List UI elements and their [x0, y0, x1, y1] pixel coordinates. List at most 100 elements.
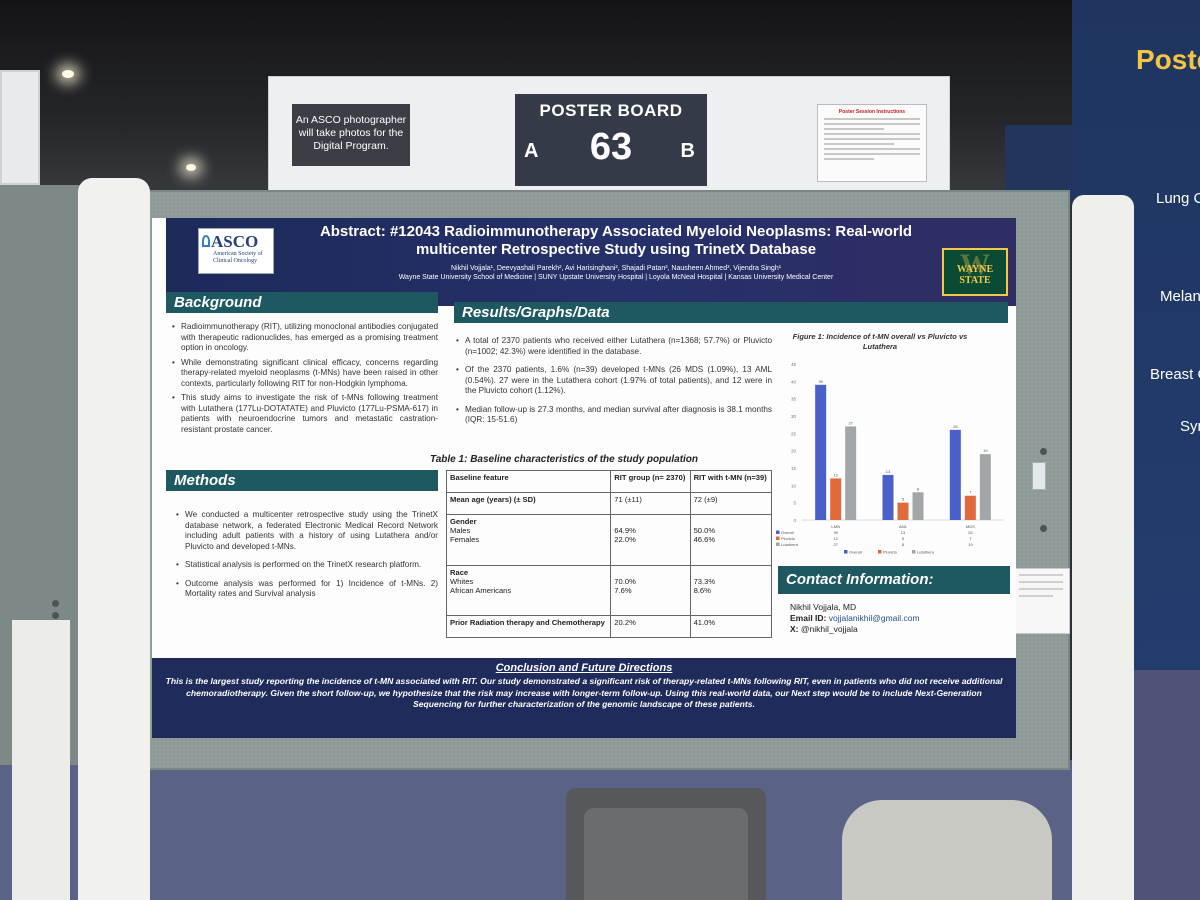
table-header: Baseline feature [445, 469, 612, 494]
y-tick-label: 35 [791, 397, 797, 402]
table-cell: Prior Radiation therapy and Chemotherapy [445, 614, 612, 639]
bar [815, 384, 827, 520]
data-label: 19 [983, 448, 988, 453]
research-poster: ASCO American Society of Clinical Oncolo… [152, 218, 1016, 738]
table-cell: 20.2% [610, 614, 691, 639]
data-label: 7 [969, 490, 972, 495]
ceiling-light [62, 70, 74, 78]
board-number: 63 [589, 126, 633, 168]
list-item: Outcome analysis was performed for 1) In… [176, 579, 438, 600]
background-bullets: Radioimmunotherapy (RIT), utilizing mono… [172, 322, 438, 439]
poster-board-number-box: POSTER BOARD A 63 B [515, 94, 707, 186]
legend-label: Lutathera [781, 542, 799, 547]
backdrop-title: Poste [1136, 44, 1200, 75]
cell-value: 7.6% [614, 585, 632, 595]
data-label: 5 [902, 497, 905, 502]
asco-logo: ASCO American Society of Clinical Oncolo… [198, 228, 274, 274]
board-pin [52, 600, 59, 607]
list-item: We conducted a multicenter retrospective… [176, 510, 438, 552]
cell-value: 70.0% [614, 576, 636, 586]
list-item: Of the 2370 patients, 1.6% (n=39) develo… [456, 365, 772, 397]
instructions-title: Poster Session Instructions [838, 109, 906, 115]
bar [897, 502, 909, 520]
contact-info: Nikhil Vojjala, MD Email ID: vojjalanikh… [790, 602, 920, 635]
list-item: Median follow-up is 27.3 months, and med… [456, 405, 772, 426]
table-value: 5 [902, 536, 905, 541]
row-label: Gender [450, 517, 477, 527]
affiliation-list: Wayne State University School of Medicin… [398, 274, 834, 281]
asco-logo-subtitle: American Society of Clinical Oncology [213, 251, 263, 264]
data-label: 12 [833, 472, 838, 477]
table-cell: 73.3% 8.6% [689, 564, 773, 616]
list-item: Statistical analysis is performed on the… [176, 560, 438, 571]
x-tick-label: MDS [966, 524, 975, 529]
table-header: RIT with t-MN (n=39) [689, 469, 773, 494]
data-label: 27 [848, 420, 853, 425]
list-item: While demonstrating significant clinical… [172, 358, 438, 390]
conclusion-heading: Conclusion and Future Directions [495, 662, 673, 674]
stand-right [1072, 195, 1134, 900]
wayne-state-logo: W WAYNE STATE [942, 248, 1008, 296]
poster-board-label: POSTER BOARD [539, 101, 683, 120]
bar [845, 426, 857, 520]
results-bullets: A total of 2370 patients who received ei… [456, 336, 772, 430]
bar [964, 495, 976, 520]
table-cell: 41.0% [689, 614, 773, 639]
wayne-state-logo-text: WAYNE STATE [956, 264, 994, 286]
board-clip [1032, 462, 1046, 490]
background-heading: Background [166, 292, 438, 313]
table-value: 8 [902, 542, 905, 547]
conclusion-text: This is the largest study reporting the … [165, 676, 1003, 709]
table-value: 39 [833, 530, 838, 535]
bar [979, 454, 991, 520]
y-tick-label: 0 [793, 518, 796, 523]
contact-name: Nikhil Vojjala, MD [790, 602, 857, 612]
board-pin [52, 612, 59, 619]
cell-value: 73.3% [693, 576, 716, 586]
backdrop-session: Breast C [1150, 366, 1200, 383]
table-header: RIT group (n= 2370) [610, 469, 691, 494]
contact-email: vojjalanikhil@gmail.com [828, 613, 920, 623]
stand-left [78, 178, 150, 900]
contact-heading: Contact Information: [778, 566, 1010, 594]
legend-swatch [776, 530, 780, 534]
row-sublabel: Whites [450, 576, 474, 586]
backdrop-session: Syn [1180, 418, 1200, 435]
legend-swatch [912, 550, 916, 554]
y-tick-label: 45 [791, 362, 797, 367]
chair-back [584, 808, 748, 900]
instructions-sheet: Poster Session Instructions [817, 104, 927, 182]
list-item: A total of 2370 patients who received ei… [456, 336, 772, 357]
methods-bullets: We conducted a multicenter retrospective… [176, 510, 438, 604]
asco-logo-mark-icon [202, 235, 210, 247]
x-tick-label: AML [899, 524, 908, 529]
bar [912, 492, 924, 520]
y-tick-label: 25 [791, 431, 797, 436]
cell-value: 46.6% [693, 535, 716, 545]
legend-label: Overall [849, 550, 862, 555]
cell-value: 50.0% [693, 526, 716, 536]
data-label: 39 [818, 379, 823, 384]
bar [949, 429, 961, 520]
legend-label: Lutathera [917, 550, 935, 555]
row-sublabel: Females [450, 535, 480, 545]
x-tick-label: t-MN [831, 524, 840, 529]
table-cell: Gender Males Females [445, 514, 612, 566]
asco-logo-name: ASCO [211, 232, 259, 251]
board-pin [1040, 525, 1047, 532]
legend-swatch [776, 542, 780, 546]
legend-swatch [776, 536, 780, 540]
neighbor-board-panel [0, 70, 40, 185]
y-tick-label: 30 [791, 414, 797, 419]
cell-value: 22.0% [614, 535, 636, 545]
legend-label: Overall [781, 530, 794, 535]
methods-heading: Methods [166, 470, 438, 491]
email-label: Email ID: [790, 613, 827, 623]
chair-back [842, 800, 1052, 900]
table-caption: Table 1: Baseline characteristics of the… [430, 454, 699, 465]
legend-label: Pluvicto [781, 536, 796, 541]
table-row: Mean age (years) (± SD) 71 (±11) 72 (±9) [445, 492, 773, 516]
y-tick-label: 40 [791, 379, 797, 384]
cell-value: 64.9% [614, 526, 636, 536]
